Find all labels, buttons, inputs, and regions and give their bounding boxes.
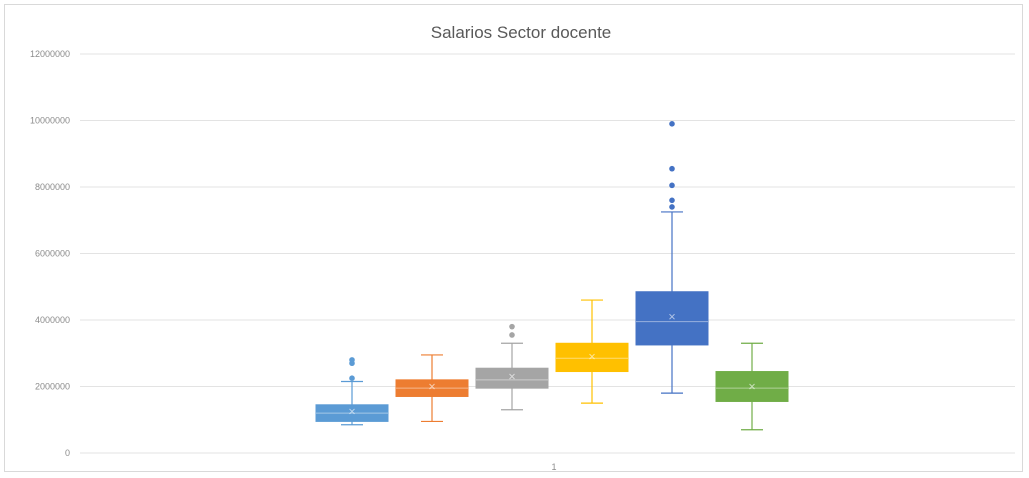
- outlier-point: [669, 182, 675, 189]
- mean-marker: [509, 373, 515, 380]
- mean-marker: [429, 383, 435, 390]
- outlier-point: [669, 121, 675, 127]
- chart-frame: [4, 4, 1023, 472]
- box-iqr: [315, 404, 389, 422]
- mean-marker: [589, 353, 595, 360]
- box-group: [475, 323, 549, 411]
- box-group: [635, 121, 709, 394]
- x-axis-ticks: 1: [551, 462, 556, 472]
- box-iqr: [635, 291, 709, 346]
- y-tick-label: 6000000: [35, 249, 70, 259]
- box-group: [555, 299, 629, 404]
- y-tick-label: 10000000: [30, 116, 70, 126]
- x-tick-label: 1: [551, 462, 556, 472]
- mean-marker: [349, 408, 355, 415]
- chart-title: Salarios Sector docente: [431, 23, 612, 42]
- outlier-point: [349, 357, 355, 363]
- box-iqr: [395, 379, 469, 397]
- y-tick-label: 8000000: [35, 182, 70, 192]
- outlier-point: [669, 197, 675, 204]
- box-group: [715, 342, 789, 431]
- outlier-point: [669, 165, 675, 172]
- y-tick-label: 2000000: [35, 382, 70, 392]
- y-axis-ticks: 0 2000000 4000000 6000000 8000000 10000000 120…: [30, 49, 70, 458]
- outlier-point: [509, 323, 515, 330]
- box-iqr: [555, 342, 629, 373]
- boxes: [315, 121, 789, 431]
- mean-marker: [749, 383, 755, 390]
- box-group: [395, 354, 469, 423]
- box-group: [315, 357, 389, 426]
- mean-marker: [669, 313, 675, 320]
- box-iqr: [475, 367, 549, 389]
- outlier-point: [669, 204, 675, 210]
- y-tick-label: 4000000: [35, 315, 70, 325]
- y-tick-label: 12000000: [30, 49, 70, 59]
- gridlines: [80, 53, 1015, 454]
- y-tick-label: 0: [65, 448, 70, 458]
- outlier-point: [349, 375, 355, 381]
- outlier-point: [509, 332, 515, 338]
